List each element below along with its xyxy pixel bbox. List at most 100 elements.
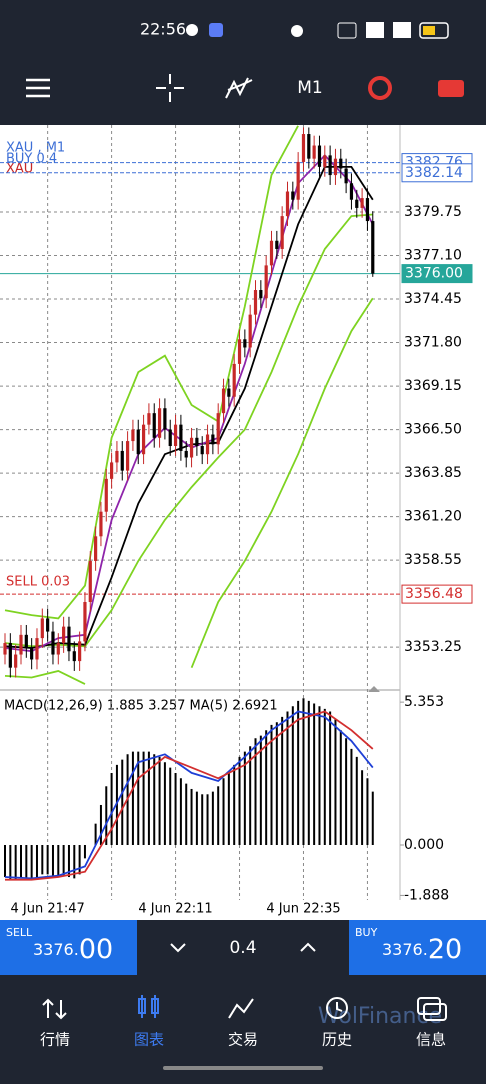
indicator-button[interactable] bbox=[225, 77, 253, 99]
buy-button[interactable] bbox=[349, 920, 486, 975]
candle-body bbox=[51, 631, 55, 655]
scroll-marker bbox=[368, 686, 380, 692]
order-line-label: SELL 0.03 bbox=[6, 575, 70, 590]
candle-body bbox=[136, 429, 140, 455]
candle-body bbox=[307, 134, 311, 159]
y-tick-label: 3371.80 bbox=[404, 335, 462, 351]
status-time: 22:56 bbox=[140, 20, 186, 39]
candle-body bbox=[280, 216, 284, 249]
candle-body bbox=[360, 198, 364, 208]
candle-body bbox=[46, 618, 50, 632]
candle-body bbox=[344, 168, 348, 184]
price-line-box bbox=[401, 584, 473, 604]
candle-body bbox=[179, 424, 183, 451]
y-tick-label: 3374.45 bbox=[404, 291, 462, 307]
volume[interactable]: 0.4 bbox=[229, 938, 256, 958]
candle-body bbox=[99, 511, 103, 537]
candle-body bbox=[301, 134, 306, 162]
buy-price: 3376.20 bbox=[382, 934, 462, 965]
timeframe-button[interactable]: M1 bbox=[297, 78, 322, 98]
y-tick-label: 3366.50 bbox=[404, 422, 462, 438]
nav-label[interactable]: 行情 bbox=[40, 1031, 70, 1049]
candle-body bbox=[24, 634, 28, 648]
candle-body bbox=[152, 413, 156, 438]
candle-body bbox=[14, 654, 18, 668]
candle-body bbox=[237, 339, 242, 364]
candle-body bbox=[205, 434, 210, 455]
chart-symbol: XAU , M1 bbox=[6, 141, 65, 156]
chart-bg bbox=[0, 125, 486, 920]
candle-body bbox=[35, 638, 39, 660]
candle-body bbox=[248, 314, 252, 348]
price-line-box bbox=[401, 163, 473, 183]
y-tick-label: 3377.10 bbox=[404, 248, 462, 264]
menu-button[interactable] bbox=[26, 78, 50, 98]
status-icons bbox=[186, 22, 449, 39]
candle-body bbox=[232, 363, 236, 397]
candle-body bbox=[269, 240, 274, 266]
crosshair-button[interactable] bbox=[156, 74, 184, 102]
candle-body bbox=[200, 446, 204, 455]
home-indicator bbox=[163, 1066, 323, 1070]
candle-body bbox=[30, 647, 34, 660]
nav-label[interactable]: 图表 bbox=[134, 1031, 164, 1049]
sell-price: 3376.00 bbox=[33, 934, 113, 965]
candle-body bbox=[62, 626, 66, 644]
candle-body bbox=[339, 158, 343, 169]
sell-button[interactable] bbox=[0, 920, 137, 975]
macd-line bbox=[5, 710, 374, 881]
y-tick-label: 3369.15 bbox=[404, 378, 462, 394]
candle-body bbox=[365, 198, 370, 222]
price-line-label: 3382.14 bbox=[405, 165, 463, 181]
candle-body bbox=[157, 408, 162, 438]
nav-label[interactable]: 信息 bbox=[416, 1031, 446, 1049]
candle-body bbox=[227, 388, 231, 397]
candle-body bbox=[189, 437, 194, 458]
nav-icons bbox=[42, 995, 447, 1021]
candle-body bbox=[168, 429, 172, 447]
volume-up[interactable] bbox=[300, 942, 316, 952]
candle-body bbox=[8, 643, 12, 668]
buy-label: BUY bbox=[355, 926, 378, 939]
candle-body bbox=[94, 536, 98, 561]
nav-label[interactable]: 历史 bbox=[322, 1031, 352, 1049]
candle-body bbox=[355, 199, 359, 208]
macd-tick-label: 5.353 bbox=[404, 694, 444, 710]
candle-body bbox=[131, 429, 135, 442]
x-tick-label: 4 Jun 21:47 bbox=[10, 902, 84, 917]
x-tick-label: 4 Jun 22:11 bbox=[138, 902, 212, 917]
top-bar-bg bbox=[0, 0, 486, 125]
y-tick-label: 3361.20 bbox=[404, 509, 462, 525]
price-line-label: 3356.48 bbox=[405, 586, 463, 602]
trade-button[interactable] bbox=[438, 80, 464, 97]
clock-button[interactable] bbox=[368, 76, 392, 100]
candle-body bbox=[259, 290, 263, 299]
nav-label[interactable]: 交易 bbox=[228, 1031, 258, 1049]
candle-body bbox=[291, 191, 295, 200]
candle-body bbox=[195, 437, 199, 447]
candle-body bbox=[349, 183, 354, 200]
candle-body bbox=[147, 413, 151, 425]
candle-body bbox=[221, 388, 226, 414]
x-tick-label: 4 Jun 22:35 bbox=[266, 902, 340, 917]
watermark: WolFinance bbox=[318, 1004, 442, 1029]
candle-body bbox=[184, 450, 188, 458]
sell-price-large: 00 bbox=[79, 934, 113, 965]
price-line-label: 3376.00 bbox=[405, 266, 463, 282]
candle-body bbox=[141, 424, 146, 455]
candle-body bbox=[163, 408, 167, 430]
symbol-label: XAU bbox=[6, 162, 33, 177]
candle-body bbox=[88, 560, 92, 602]
indicator-line bbox=[4, 297, 374, 685]
candle-body bbox=[104, 478, 108, 512]
buy-price-large: 20 bbox=[428, 934, 462, 965]
candle-body bbox=[253, 290, 258, 315]
candle-body bbox=[56, 643, 60, 655]
indicator-line bbox=[4, 213, 373, 648]
volume-down[interactable] bbox=[170, 943, 186, 953]
candle-body bbox=[285, 191, 290, 217]
candle-body bbox=[275, 240, 279, 249]
candle-body bbox=[120, 450, 124, 471]
